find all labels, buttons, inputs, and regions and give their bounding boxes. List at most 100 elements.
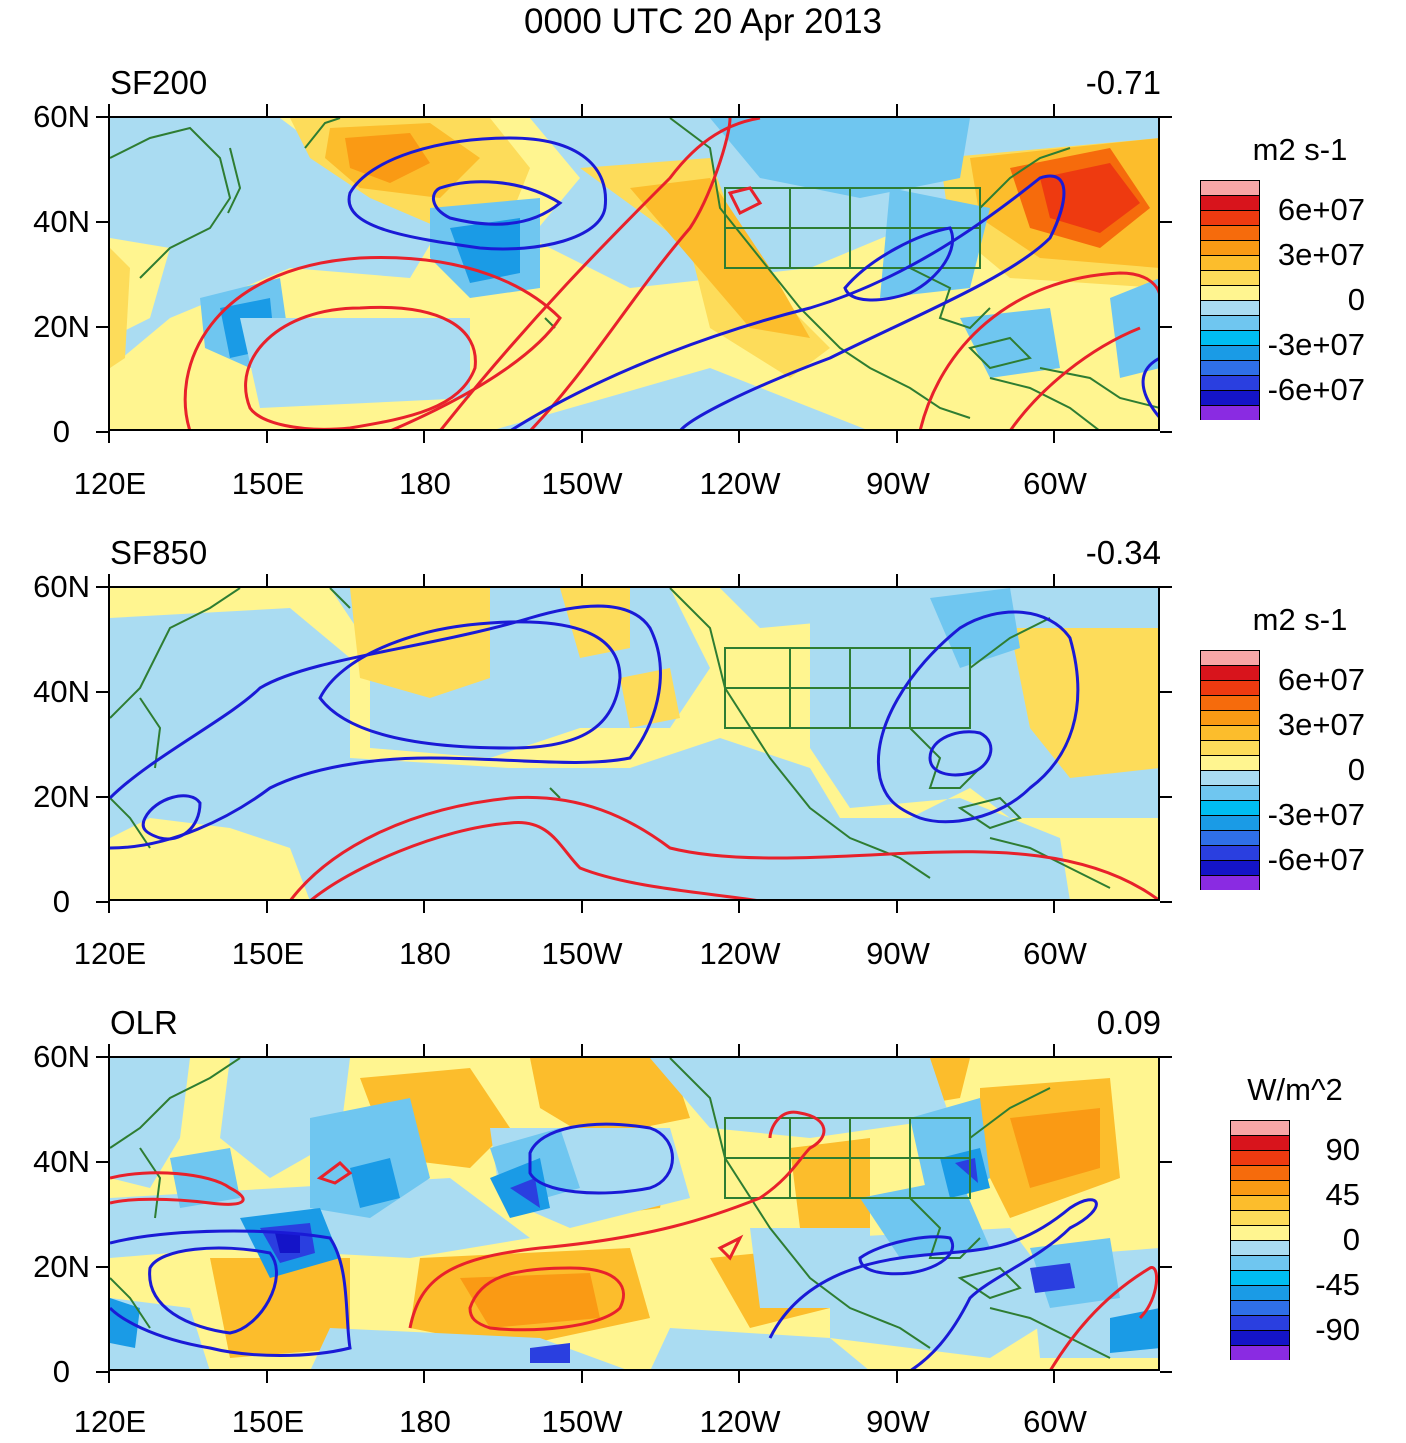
x-tick-label: 120E (73, 936, 147, 971)
axis-tick (1160, 691, 1172, 693)
axis-tick (266, 901, 268, 913)
axis-tick (266, 574, 268, 586)
x-tick-label: 90W (866, 936, 930, 971)
axis-tick (581, 104, 583, 116)
axis-tick (1053, 431, 1055, 443)
colorbar-label: -45 (1315, 1267, 1360, 1302)
x-tick-label: 60W (1023, 936, 1087, 971)
x-tick-label: 60W (1023, 1404, 1087, 1439)
colorbar-label: 0 (1347, 752, 1365, 787)
axis-tick (108, 1044, 110, 1056)
figure-title: 0000 UTC 20 Apr 2013 (523, 2, 882, 41)
axis-tick (96, 1266, 108, 1268)
x-tick-label: 120W (699, 936, 781, 971)
y-tick-label: 40N (33, 674, 90, 709)
colorbar-label: 0 (1347, 282, 1365, 317)
axis-tick (896, 431, 898, 443)
axis-tick (423, 1371, 425, 1383)
axis-tick (423, 104, 425, 116)
axis-tick (96, 326, 108, 328)
axis-tick (738, 1044, 740, 1056)
y-tick-label: 0 (52, 1354, 70, 1389)
olr-panel: OLR 0.09 (0, 1004, 1406, 1443)
x-tick-label: 150E (231, 1404, 305, 1439)
colorbar-label: -6e+07 (1267, 842, 1365, 877)
colorbar-label: -3e+07 (1267, 327, 1365, 362)
x-tick-label: 150E (231, 936, 305, 971)
axis-tick (423, 431, 425, 443)
x-tick-label: 180 (399, 936, 451, 971)
x-tick-label: 180 (399, 466, 451, 501)
colorbar-label: -90 (1315, 1312, 1360, 1347)
y-tick-label: 20N (33, 779, 90, 814)
axis-tick (266, 104, 268, 116)
axis-tick (96, 1371, 108, 1373)
colorbar-unit: m2 s-1 (1252, 132, 1348, 167)
axis-tick (266, 431, 268, 443)
axis-tick (96, 1161, 108, 1163)
axis-tick (1160, 326, 1172, 328)
axis-tick (1160, 116, 1172, 118)
axis-tick (108, 574, 110, 586)
sf200-panel: SF200 -0.71 (0, 64, 1406, 524)
y-tick-label: 40N (33, 204, 90, 239)
panel-label: OLR (110, 1004, 178, 1041)
axis-tick (581, 574, 583, 586)
axis-tick (1160, 796, 1172, 798)
axis-tick (96, 221, 108, 223)
x-tick-label: 150W (541, 466, 623, 501)
axis-tick (581, 901, 583, 913)
axis-tick (738, 104, 740, 116)
colorbar-label: 6e+07 (1277, 192, 1365, 227)
colorbar-label: 3e+07 (1277, 707, 1365, 742)
axis-tick (1160, 901, 1172, 903)
axis-tick (896, 104, 898, 116)
axis-tick (96, 691, 108, 693)
axis-tick (96, 1056, 108, 1058)
axis-tick (108, 1371, 110, 1383)
axis-tick (1053, 1371, 1055, 1383)
panel-label: SF850 (110, 534, 208, 571)
x-tick-label: 150W (541, 936, 623, 971)
axis-tick (1160, 1371, 1172, 1373)
sf200-map (108, 116, 1160, 431)
axis-tick (96, 586, 108, 588)
axis-tick (108, 104, 110, 116)
colorbar-label: 6e+07 (1277, 662, 1365, 697)
axis-tick (896, 1044, 898, 1056)
axis-tick (96, 901, 108, 903)
x-tick-label: 120W (699, 466, 781, 501)
colorbar-label: 3e+07 (1277, 237, 1365, 272)
axis-tick (896, 1371, 898, 1383)
axis-tick (1053, 1044, 1055, 1056)
panel-correlation: -0.71 (1085, 64, 1161, 101)
x-tick-label: 90W (866, 1404, 930, 1439)
axis-tick (1053, 901, 1055, 913)
axis-tick (581, 1371, 583, 1383)
axis-tick (96, 431, 108, 433)
colorbar-label: -6e+07 (1267, 372, 1365, 407)
y-tick-label: 0 (52, 884, 70, 919)
axis-tick (1160, 1161, 1172, 1163)
axis-tick (423, 901, 425, 913)
axis-tick (108, 901, 110, 913)
axis-tick (423, 1044, 425, 1056)
y-tick-label: 60N (33, 99, 90, 134)
axis-tick (738, 1371, 740, 1383)
x-tick-label: 150W (541, 1404, 623, 1439)
axis-tick (1160, 1056, 1172, 1058)
x-tick-label: 150E (231, 466, 305, 501)
y-tick-label: 20N (33, 1249, 90, 1284)
axis-tick (1160, 221, 1172, 223)
x-tick-label: 120E (73, 1404, 147, 1439)
axis-tick (896, 901, 898, 913)
axis-tick (423, 574, 425, 586)
colorbar-label: 90 (1325, 1132, 1360, 1167)
x-tick-label: 60W (1023, 466, 1087, 501)
axis-tick (738, 431, 740, 443)
y-tick-label: 60N (33, 569, 90, 604)
colorbar-label: 0 (1342, 1222, 1360, 1257)
colorbar (1200, 180, 1260, 420)
y-tick-label: 60N (33, 1039, 90, 1074)
axis-tick (1160, 1266, 1172, 1268)
